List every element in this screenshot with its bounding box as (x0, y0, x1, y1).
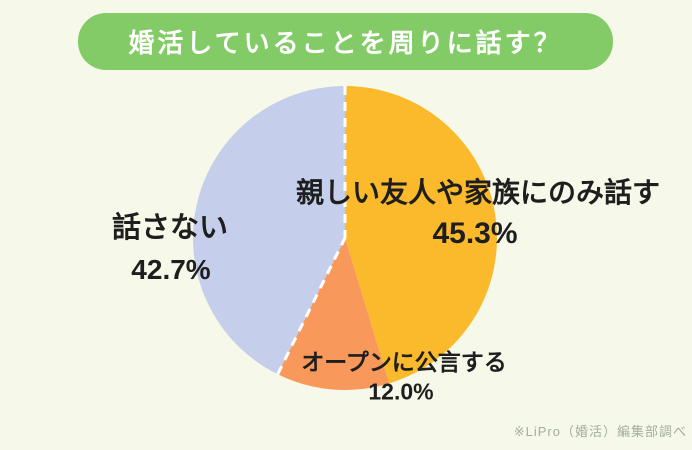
segment-pct-dont-tell: 42.7% (131, 254, 211, 285)
pie-slice-1 (277, 238, 390, 391)
segment-pct-close-friends: 45.3% (432, 217, 518, 250)
segment-label-close-friends: 親しい友人や家族にのみ話す (295, 177, 661, 208)
title-banner: 婚活していることを周りに話す？ (78, 13, 613, 70)
pie-slice-0 (345, 85, 498, 384)
page-title: 婚活していることを周りに話す？ (128, 28, 563, 58)
source-note: ※LiPro（婚活）編集部調べ (513, 424, 687, 439)
segment-label-dont-tell: 話さない (111, 212, 229, 244)
segment-label-open-public: オープンに公言する (301, 349, 507, 375)
segment-pct-open-public: 12.0% (368, 378, 434, 405)
pie-slice-2 (192, 86, 345, 375)
